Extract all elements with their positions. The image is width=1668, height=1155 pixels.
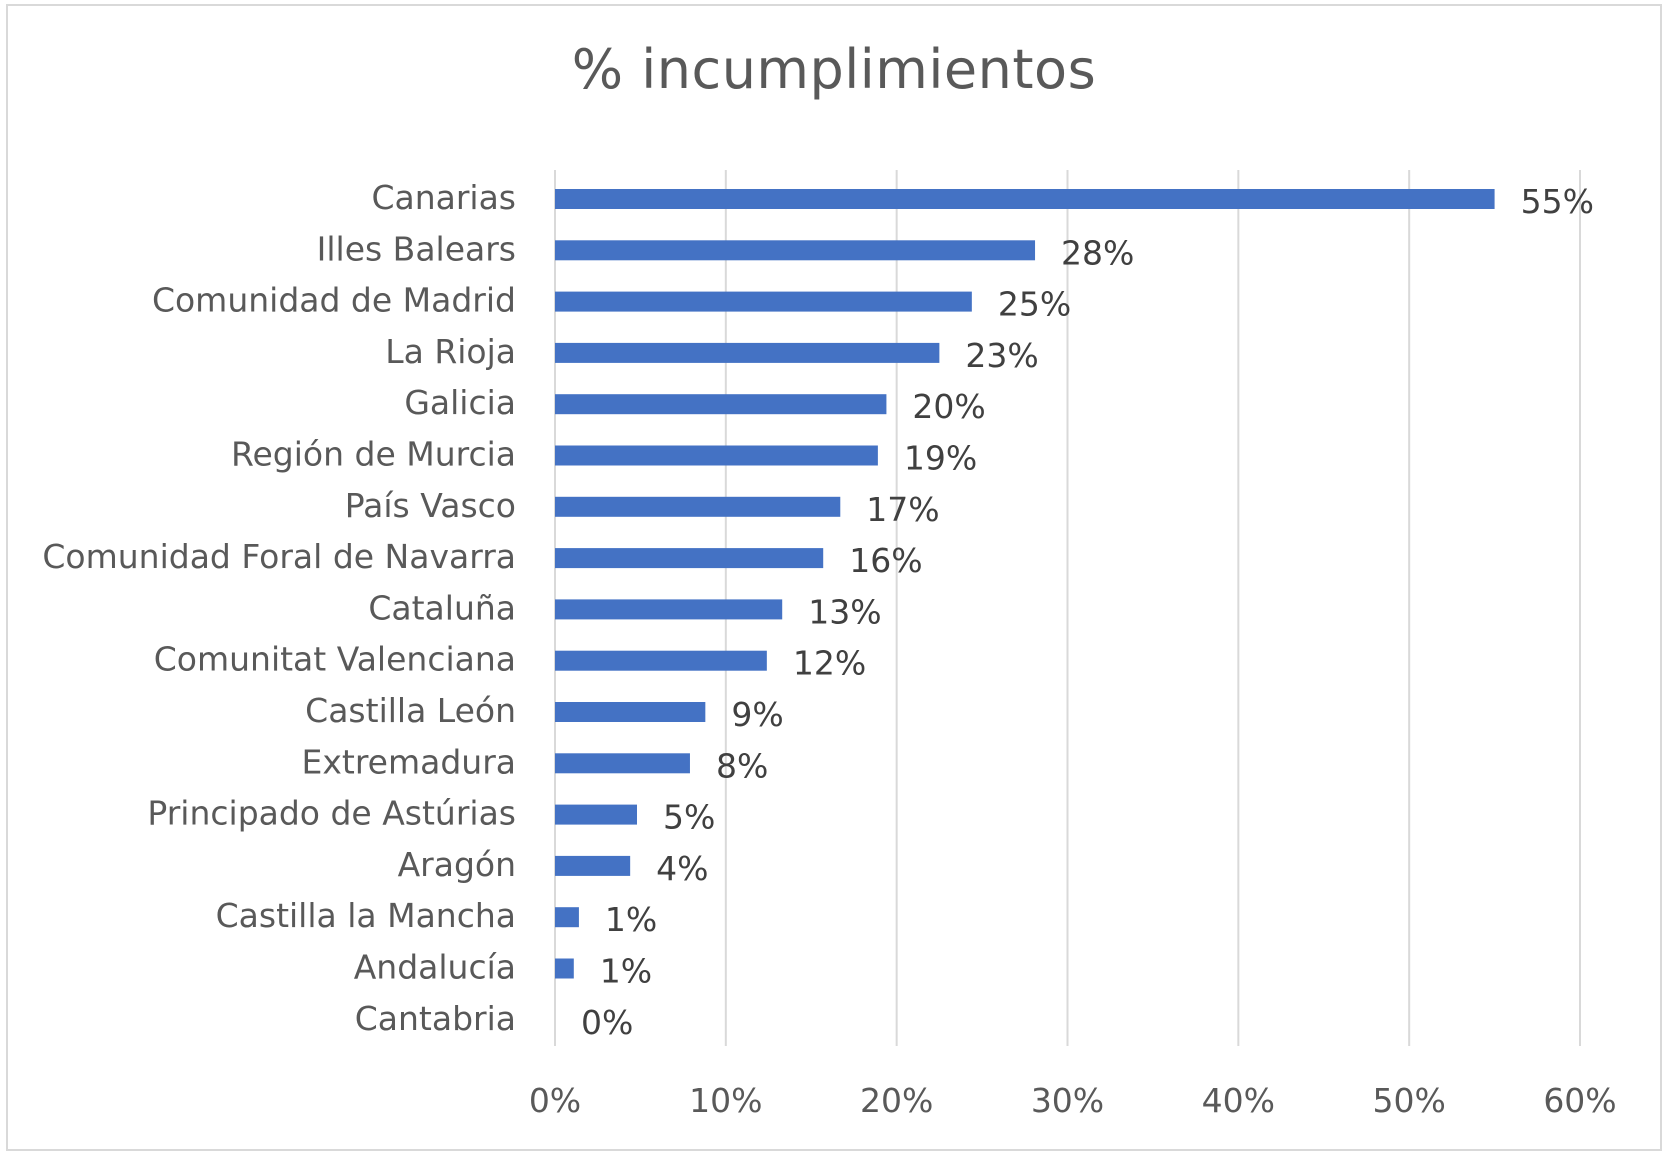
category-label: Principado de Astúrias	[147, 794, 516, 833]
data-label: 12%	[793, 644, 866, 683]
x-tick-label: 20%	[860, 1081, 933, 1120]
bar	[555, 650, 767, 671]
category-label: Galicia	[404, 383, 516, 422]
data-label: 4%	[656, 849, 708, 888]
bar	[555, 702, 706, 722]
category-label: Aragón	[398, 845, 516, 884]
bar	[555, 240, 1036, 261]
bar	[555, 599, 783, 620]
x-tick-label: 30%	[1031, 1081, 1104, 1120]
category-label: Cataluña	[368, 588, 516, 627]
x-tick-label: 60%	[1543, 1081, 1616, 1120]
data-label: 55%	[1521, 182, 1594, 221]
data-label: 19%	[904, 439, 977, 478]
category-label: Cantabria	[355, 999, 516, 1038]
data-label: 5%	[663, 798, 715, 837]
x-tick-label: 10%	[689, 1081, 762, 1120]
category-label: Comunidad de Madrid	[152, 281, 516, 320]
bar	[555, 291, 972, 312]
category-label: Extremadura	[302, 742, 516, 781]
bar	[555, 445, 878, 466]
data-label: 25%	[998, 285, 1071, 324]
data-label: 13%	[808, 592, 881, 631]
data-label: 1%	[600, 952, 652, 991]
bar	[555, 548, 824, 569]
data-label: 8%	[716, 746, 768, 785]
category-labels: Canarias Illes Balears Comunidad de Madrid…	[42, 178, 516, 1038]
category-label: Castilla la Mancha	[216, 896, 516, 935]
category-label: Castilla León	[305, 691, 516, 730]
data-label: 23%	[965, 336, 1038, 375]
bar	[555, 804, 637, 825]
category-label: Comunitat Valenciana	[154, 640, 516, 679]
data-label: 1%	[605, 900, 657, 939]
data-label: 0%	[581, 1003, 633, 1042]
category-label: La Rioja	[385, 332, 516, 371]
bar	[555, 907, 579, 928]
bar	[555, 753, 690, 774]
bar	[555, 342, 940, 363]
category-label: Illes Balears	[317, 229, 516, 268]
gridlines	[554, 170, 1581, 1046]
x-tick-label: 0%	[529, 1081, 581, 1120]
bar	[555, 855, 631, 876]
x-axis-tick-labels: 0% 10% 20% 30% 40% 50% 60%	[529, 1081, 1617, 1120]
x-tick-label: 40%	[1202, 1081, 1275, 1120]
data-label: 20%	[912, 387, 985, 426]
data-labels: 55% 28% 25% 23% 20% 19% 17% 16% 13% 12% 9% 8%5% 4% 1%…	[581, 182, 1594, 1042]
bar	[555, 394, 887, 415]
data-label: 28%	[1061, 233, 1134, 272]
bars	[555, 189, 1495, 979]
category-label: Andalucía	[354, 948, 516, 987]
x-tick-label: 50%	[1372, 1081, 1445, 1120]
category-label: Comunidad Foral de Navarra	[42, 537, 516, 576]
data-label: 9%	[731, 695, 783, 734]
bar	[555, 496, 841, 517]
bar	[555, 189, 1495, 209]
category-label: País Vasco	[345, 486, 516, 525]
bar	[555, 958, 574, 979]
data-label: 17%	[866, 490, 939, 529]
chart-title: % incumplimientos	[571, 38, 1097, 101]
category-label: Canarias	[371, 178, 516, 217]
category-label: Región de Murcia	[231, 435, 516, 474]
data-label: 16%	[849, 541, 922, 580]
